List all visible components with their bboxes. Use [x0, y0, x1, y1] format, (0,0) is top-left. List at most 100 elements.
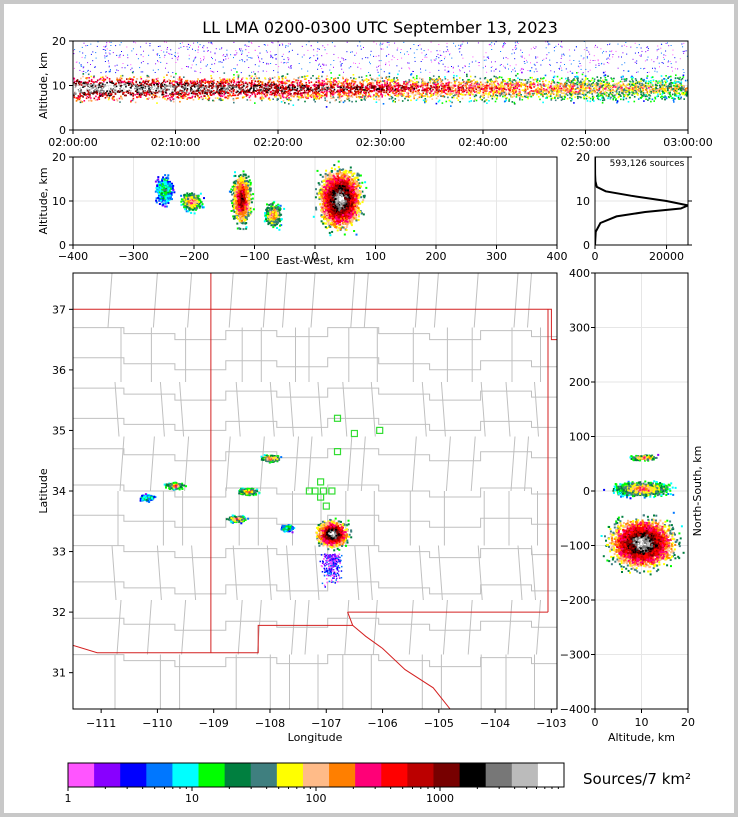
time-source-cell	[211, 85, 214, 87]
time-source-cell	[126, 88, 128, 90]
time-source-cell	[100, 88, 102, 90]
time-source-cell	[607, 89, 609, 92]
time-source-cell	[458, 86, 461, 89]
time-source-cell	[628, 89, 630, 91]
time-source-cell	[422, 88, 424, 91]
time-source-cell	[343, 93, 345, 95]
time-source-cell	[381, 94, 384, 96]
time-source-cell	[237, 94, 239, 96]
time-source-cell	[503, 79, 505, 82]
time-source-cell	[495, 92, 498, 94]
time-source-cell	[289, 92, 291, 94]
time-source-cell	[91, 84, 94, 87]
time-source-cell	[296, 92, 298, 95]
time-source-cell	[478, 86, 480, 89]
time-source-cell	[623, 91, 626, 93]
time-source-cell	[285, 86, 287, 88]
time-source-cell	[308, 88, 310, 90]
time-source-cell	[404, 86, 407, 88]
time-source-cell	[117, 90, 120, 92]
time-source-cell	[624, 89, 626, 92]
time-source-cell	[220, 82, 223, 85]
time-source-cell	[293, 78, 295, 80]
time-source-cell	[136, 88, 139, 91]
time-source-cell	[281, 80, 283, 83]
time-source-cell	[587, 81, 590, 83]
time-source-cell	[205, 85, 208, 87]
time-source-cell	[529, 70, 532, 72]
time-source-cell	[288, 80, 290, 83]
time-source-cell	[218, 94, 221, 97]
time-source-cell	[345, 77, 348, 80]
time-source-cell	[489, 83, 491, 85]
time-source-cell	[152, 79, 154, 82]
time-source-cell	[114, 88, 117, 90]
time-source-cell	[679, 88, 682, 90]
time-source-cell	[474, 91, 476, 93]
time-source-cell	[269, 85, 271, 87]
time-source-cell	[542, 101, 544, 104]
time-source-cell	[636, 86, 638, 89]
time-source-cell	[591, 85, 594, 88]
time-source-cell	[541, 87, 543, 89]
time-source-cell	[364, 90, 366, 93]
time-source-cell	[96, 93, 99, 95]
time-source-cell	[150, 92, 153, 95]
time-source-cell	[132, 97, 135, 100]
time-source-cell	[651, 76, 654, 78]
time-source-cell	[210, 85, 212, 87]
time-source-cell	[161, 89, 163, 91]
time-source-cell	[495, 91, 498, 93]
time-source-cell	[219, 95, 222, 97]
time-source-cell	[321, 75, 323, 78]
time-source-cell	[508, 98, 511, 101]
time-source-cell	[217, 82, 220, 84]
time-source-cell	[216, 81, 219, 83]
time-source-cell	[661, 79, 663, 82]
time-source-cell	[611, 86, 614, 89]
time-source-cell	[426, 89, 428, 91]
time-source-cell	[302, 86, 305, 88]
time-source-cell	[197, 87, 200, 90]
time-source-cell	[608, 93, 610, 96]
time-source-cell	[339, 86, 342, 88]
time-source-cell	[468, 100, 471, 103]
time-source-cell	[193, 84, 195, 87]
time-source-cell	[236, 74, 239, 76]
time-source-cell	[79, 95, 81, 97]
time-source-cell	[452, 77, 455, 79]
time-source-cell	[130, 85, 133, 87]
time-source-cell	[447, 91, 449, 94]
time-source-cell	[102, 91, 105, 94]
time-source-cell	[403, 82, 405, 85]
time-source-cell	[291, 83, 293, 86]
time-source-cell	[581, 92, 584, 94]
time-source-cell	[140, 86, 143, 89]
time-source-cell	[114, 92, 117, 95]
time-source-cell	[532, 83, 534, 86]
time-source-cell	[576, 92, 578, 94]
time-source-cell	[596, 76, 599, 78]
time-source-cell	[570, 81, 572, 84]
time-source-cell	[639, 87, 641, 89]
time-source-cell	[579, 90, 581, 93]
time-source-cell	[421, 94, 423, 97]
time-source-cell	[298, 95, 300, 98]
time-source-cell	[93, 86, 95, 88]
time-source-cell	[319, 95, 322, 97]
time-source-cell	[399, 92, 402, 95]
time-source-cell	[549, 95, 552, 97]
time-source-cell	[235, 84, 238, 86]
time-source-cell	[87, 88, 90, 90]
time-source-cell	[95, 81, 97, 83]
time-source-cell	[118, 81, 121, 84]
time-source-cell	[558, 89, 560, 92]
time-source-cell	[646, 95, 648, 98]
time-source-cell	[491, 95, 493, 98]
time-source-cell	[444, 76, 446, 78]
time-source-cell	[583, 80, 586, 83]
time-source-cell	[619, 84, 621, 86]
time-source-cell	[332, 90, 335, 92]
time-source-cell	[146, 86, 148, 89]
time-source-cell	[668, 87, 671, 89]
